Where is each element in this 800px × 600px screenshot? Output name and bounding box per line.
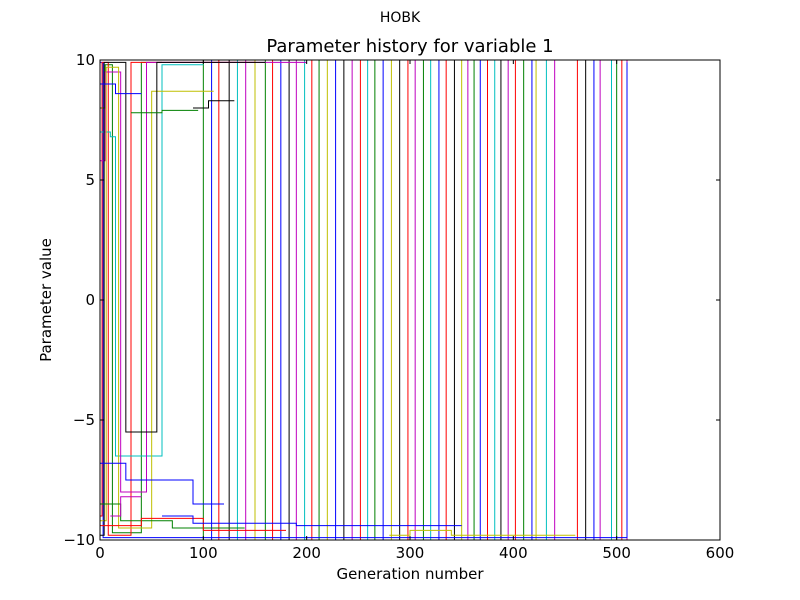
y-tick-label-0: −10 (63, 531, 95, 549)
series-group (100, 60, 628, 540)
chart-title: Parameter history for variable 1 (266, 36, 554, 57)
x-tick-label-6: 600 (706, 544, 735, 562)
x-tick-label-0: 0 (95, 544, 105, 562)
y-tick-label-2: 0 (85, 291, 95, 309)
x-tick-label-5: 500 (602, 544, 631, 562)
plot-frame (99, 59, 721, 541)
y-tick-label-3: 5 (85, 171, 95, 189)
series-line-14 (100, 83, 142, 95)
series-line-0 (100, 61, 628, 539)
series-line-3 (100, 64, 204, 457)
tick-group: 0 100 200 300 400 500 600 −10 −5 0 5 10 (63, 51, 734, 562)
series-line-12 (193, 100, 235, 109)
series-line-6 (100, 61, 266, 536)
series-line-9 (100, 517, 286, 531)
series-line-8 (100, 503, 245, 529)
x-tick-label-4: 400 (499, 544, 528, 562)
y-axis-label: Parameter value (37, 238, 55, 362)
series-line-7 (100, 462, 224, 505)
y-tick-label-1: −5 (73, 411, 95, 429)
series-line-11 (389, 529, 576, 536)
x-axis-label: Generation number (336, 565, 484, 583)
series-line-2 (100, 61, 255, 536)
x-tick-label-3: 300 (396, 544, 425, 562)
series-line-4 (100, 61, 307, 493)
y-tick-label-4: 10 (76, 51, 95, 69)
x-tick-label-2: 200 (292, 544, 321, 562)
series-line-10 (162, 515, 462, 527)
x-tick-label-1: 100 (189, 544, 218, 562)
series-line-13 (131, 109, 199, 114)
figure-suptitle: HOBK (379, 10, 421, 26)
series-line-5 (100, 66, 214, 529)
series-line-15 (110, 496, 142, 517)
